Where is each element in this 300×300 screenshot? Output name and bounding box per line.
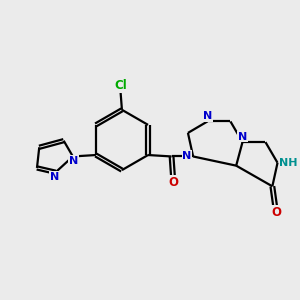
Text: N: N	[69, 156, 78, 166]
Text: O: O	[272, 206, 282, 219]
Text: N: N	[50, 172, 59, 182]
Text: Cl: Cl	[114, 80, 127, 92]
Text: N: N	[182, 151, 191, 161]
Text: N: N	[238, 132, 247, 142]
Text: O: O	[168, 176, 178, 189]
Text: NH: NH	[279, 158, 298, 168]
Text: N: N	[203, 111, 212, 121]
